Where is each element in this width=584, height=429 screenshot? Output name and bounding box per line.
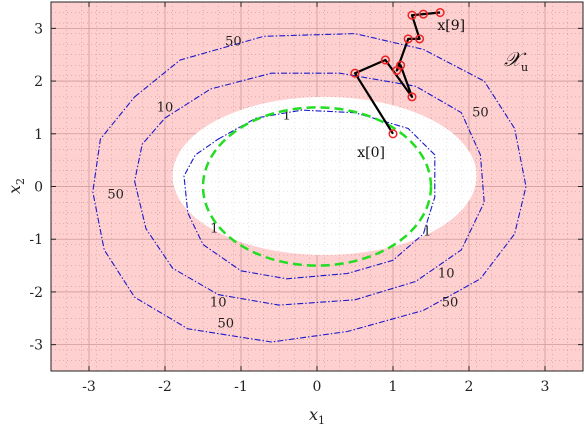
- x-axis-label: x1: [309, 405, 325, 427]
- contour-label-1: 1: [210, 222, 218, 237]
- x-tick-label: -3: [82, 379, 96, 395]
- trajectory-point: [435, 7, 445, 18]
- y-tick-label: 3: [34, 21, 43, 37]
- y-tick-label: -2: [29, 285, 43, 301]
- x-tick-label: -1: [234, 379, 248, 395]
- contour-label-50: 50: [225, 35, 242, 50]
- trajectory-point: [403, 34, 413, 44]
- trajectory-point: [418, 9, 428, 19]
- contour-line-10: [134, 72, 485, 306]
- safe-region: [172, 96, 477, 256]
- trajectory-point: [392, 65, 402, 76]
- y-tick-label: 2: [34, 74, 43, 90]
- trajectory-point: [407, 10, 417, 20]
- end-point-label: x[9]: [437, 18, 465, 34]
- contour-line-1: [183, 109, 436, 280]
- x-tick-label: 0: [313, 379, 322, 395]
- trajectory-point: [388, 129, 398, 139]
- contour-label-10: 10: [157, 100, 174, 115]
- contour-label-10: 10: [210, 295, 227, 310]
- contour-label-50: 50: [472, 106, 489, 121]
- contour-label-1: 1: [282, 108, 290, 123]
- contour-label-1: 1: [423, 224, 431, 239]
- trajectory-point: [350, 68, 360, 78]
- x-tick-label: 3: [541, 379, 550, 395]
- trajectory-point: [415, 34, 425, 44]
- contour-label-50: 50: [218, 317, 235, 332]
- trajectory: x[0] x[9]: [350, 7, 465, 161]
- y-tick-label: -3: [29, 338, 43, 354]
- axis-tick-labels: -3 -2 -1 0 1 2 3 -3 -2 -1 0 1 2 3: [29, 21, 549, 395]
- trajectory-point: [380, 55, 390, 65]
- x-tick-label: 1: [389, 379, 398, 395]
- contour-label-50: 50: [442, 295, 459, 310]
- y-tick-label: 0: [34, 180, 43, 196]
- level-set-contours: 1 1 1 10 10 10 50 50 50 50 50: [92, 33, 527, 343]
- trajectory-point: [407, 92, 417, 102]
- contour-label-50: 50: [107, 187, 124, 202]
- x-tick-label: 2: [465, 379, 474, 395]
- y-axis-label: x2: [5, 178, 27, 194]
- y-tick-label: 1: [34, 127, 43, 143]
- invariant-set-boundary: [201, 106, 433, 267]
- y-tick-label: -1: [29, 232, 43, 248]
- axis-ticks: [51, 2, 583, 371]
- contour-label-10: 10: [438, 266, 455, 281]
- start-point-label: x[0]: [357, 145, 385, 161]
- x-tick-label: -2: [158, 379, 172, 395]
